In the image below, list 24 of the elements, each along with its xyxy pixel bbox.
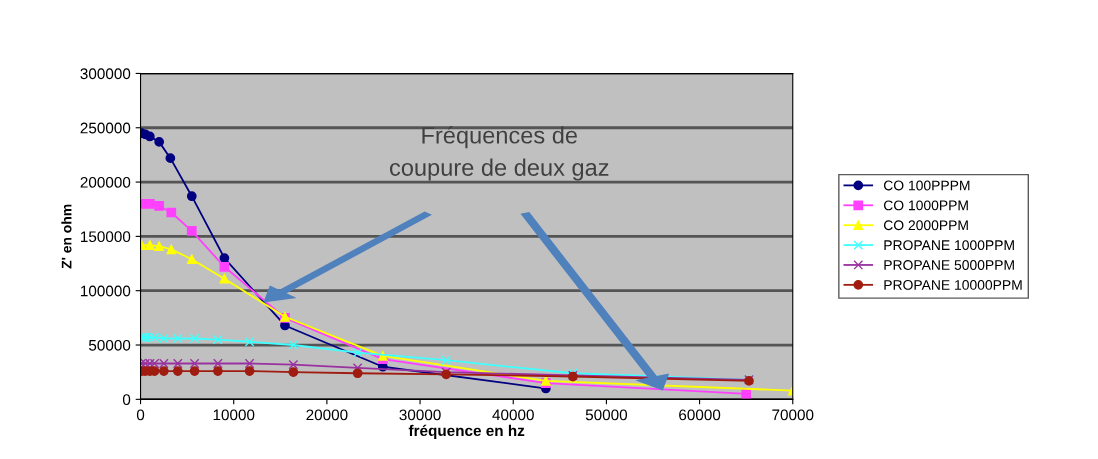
x-tick-label: 30000 <box>399 409 441 421</box>
legend-label: PROPANE 10000PPM <box>884 280 1022 290</box>
x-tick-label: 10000 <box>213 409 255 421</box>
y-tick-label: 50000 <box>88 339 131 351</box>
y-tick-label: 0 <box>122 394 131 406</box>
x-tick-label: 0 <box>136 409 145 421</box>
y-tick-label: 300000 <box>80 68 131 80</box>
x-tick-label: 50000 <box>585 409 628 421</box>
legend-label: PROPANE 1000PPM <box>884 240 1014 251</box>
legend-label: PROPANE 5000PPM <box>884 260 1014 270</box>
y-tick-label: 150000 <box>81 231 131 243</box>
y-axis-title: Z' en ohm <box>61 204 72 269</box>
x-tick-label: 70000 <box>772 409 814 421</box>
x-tick-label: 40000 <box>492 409 534 421</box>
x-tick-label: 60000 <box>679 409 721 421</box>
y-tick-label: 250000 <box>80 122 131 134</box>
y-tick-label: 200000 <box>80 176 131 188</box>
annotation: Fréquences de coupure de deux gaz <box>390 126 609 181</box>
y-tick-label: 100000 <box>81 285 131 297</box>
x-tick-label: 20000 <box>306 409 348 421</box>
x-axis-title: fréquence en hz <box>408 424 525 440</box>
legend-label: CO 100PPPM <box>883 180 970 191</box>
legend-label: CO 2000PPM <box>883 220 968 231</box>
legend-label: CO 1000PPM <box>883 200 968 211</box>
